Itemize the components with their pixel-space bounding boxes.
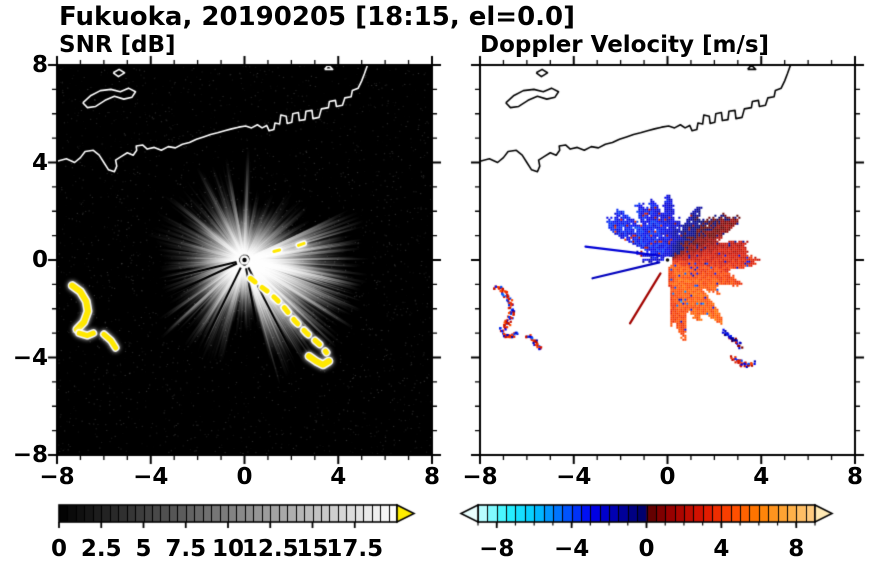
colorbar-tick-label: 0	[50, 536, 68, 562]
x-tick-label: 8	[423, 464, 441, 490]
x-tick-label: −4	[133, 464, 169, 490]
x-tick-label: 4	[330, 464, 347, 490]
x-tick-label: −8	[39, 464, 75, 490]
snr-plot-canvas	[37, 45, 449, 475]
colorbar-tick-label: 5	[135, 536, 152, 562]
y-tick-label: −8	[12, 442, 48, 468]
colorbar-tick-label: 8	[788, 536, 805, 562]
colorbar-tick-label: 4	[713, 536, 730, 562]
x-tick-label: −4	[556, 464, 592, 490]
y-tick-label: 0	[31, 247, 48, 273]
x-tick-label: 0	[659, 464, 676, 490]
x-tick-label: −8	[462, 464, 498, 490]
colorbar-tick-label: 17.5	[326, 536, 384, 562]
x-tick-label: 0	[236, 464, 253, 490]
figure-title: Fukuoka, 20190205 [18:15, el=0.0]	[59, 2, 576, 32]
y-tick-label: −4	[12, 344, 48, 371]
colorbar-tick-label: 0	[638, 536, 655, 562]
colorbar-tick-label: −4	[553, 536, 590, 562]
y-tick-label: 4	[31, 149, 48, 176]
colorbar-tick-label: 12.5	[241, 536, 299, 562]
doppler-colorbar-canvas	[455, 498, 855, 538]
x-tick-label: 4	[753, 464, 770, 490]
y-tick-label: 8	[31, 52, 48, 78]
snr-colorbar-canvas	[45, 498, 430, 538]
colorbar-tick-label: 7.5	[165, 536, 207, 562]
colorbar-tick-label: 10	[211, 536, 245, 562]
colorbar-tick-label: 15	[296, 536, 329, 562]
colorbar-tick-label: 2.5	[80, 536, 122, 562]
x-tick-label: 8	[846, 464, 864, 490]
colorbar-tick-label: −8	[479, 536, 515, 562]
doppler-plot-canvas	[460, 45, 870, 475]
